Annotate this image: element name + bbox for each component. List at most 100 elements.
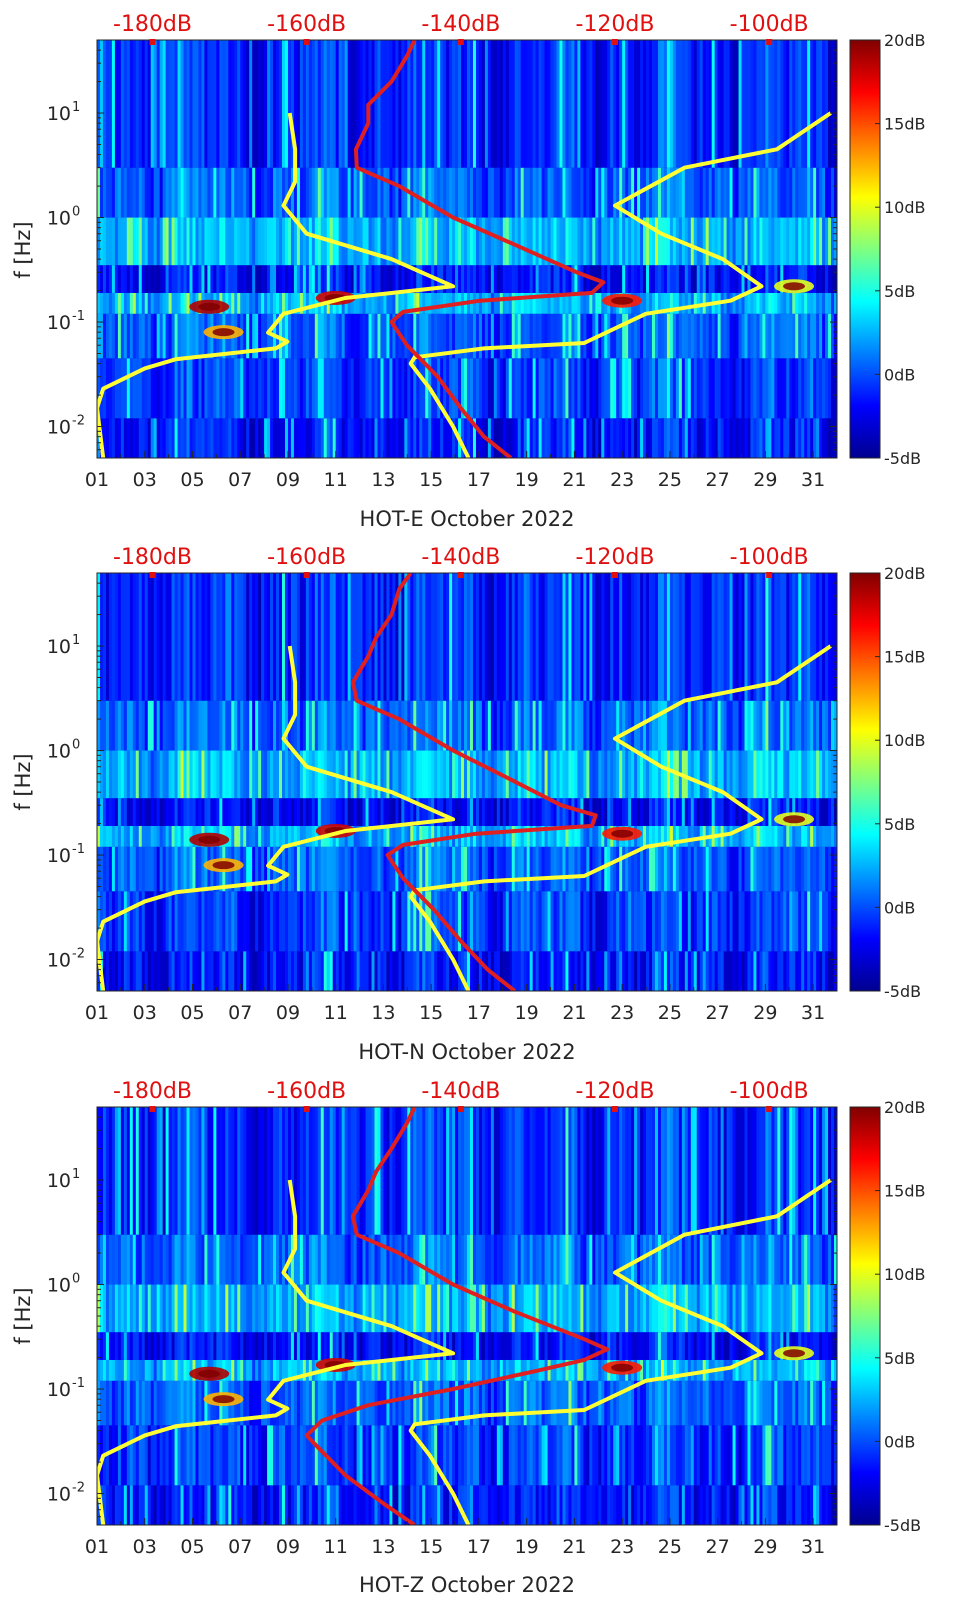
heatmap-cell — [798, 314, 801, 359]
heatmap-cell — [198, 891, 201, 951]
heatmap-cell — [288, 418, 291, 458]
heatmap-cell — [303, 358, 306, 418]
heatmap-cell — [643, 418, 646, 458]
heatmap-cell — [106, 826, 109, 847]
heatmap-cell — [270, 891, 273, 951]
heatmap-cell — [237, 891, 240, 951]
heatmap-cell — [715, 891, 718, 951]
heatmap-cell — [160, 1485, 163, 1525]
heatmap-cell — [357, 751, 360, 799]
heatmap-cell — [327, 314, 330, 359]
heatmap-cell — [279, 573, 282, 701]
heatmap-cell — [360, 314, 363, 359]
heatmap-cell — [195, 951, 198, 991]
heatmap-cell — [739, 847, 742, 892]
heatmap-cell — [464, 798, 467, 826]
heatmap-cell — [646, 573, 649, 701]
heatmap-cell — [649, 358, 652, 418]
heatmap-cell — [109, 1107, 112, 1235]
heatmap-cell — [604, 891, 607, 951]
heatmap-cell — [733, 951, 736, 991]
heatmap-cell — [190, 168, 193, 218]
heatmap-cell — [178, 218, 181, 266]
heatmap-cell — [739, 168, 742, 218]
top-axis-label: -180dB — [113, 545, 192, 570]
heatmap-cell — [500, 798, 503, 826]
heatmap-cell — [739, 218, 742, 266]
heatmap-cell — [768, 847, 771, 892]
heatmap-cell — [470, 40, 473, 168]
heatmap-cell — [616, 418, 619, 458]
heatmap-cell — [309, 826, 312, 847]
heatmap-cell — [160, 751, 163, 799]
heatmap-cell — [819, 218, 822, 266]
heatmap-cell — [649, 293, 652, 314]
heatmap-cell — [515, 798, 518, 826]
heatmap-cell — [375, 798, 378, 826]
heatmap-cell — [616, 798, 619, 826]
heatmap-cell — [446, 951, 449, 991]
heatmap-cell — [810, 218, 813, 266]
top-axis-tick — [304, 572, 310, 578]
heatmap-cell — [204, 265, 207, 293]
heatmap-cell — [222, 951, 225, 991]
heatmap-cell — [181, 1332, 184, 1360]
heatmap-cell — [446, 751, 449, 799]
heatmap-cell — [783, 891, 786, 951]
heatmap-cell — [491, 265, 494, 293]
heatmap-cell — [595, 798, 598, 826]
heatmap-cell — [130, 1381, 133, 1426]
heatmap-cell — [595, 358, 598, 418]
heatmap-cell — [204, 168, 207, 218]
heatmap-cell — [542, 891, 545, 951]
heatmap-cell — [395, 701, 398, 751]
heatmap-cell — [449, 701, 452, 751]
heatmap-cell — [565, 847, 568, 892]
heatmap-cell — [231, 358, 234, 418]
heatmap-cell — [234, 826, 237, 847]
heatmap-cell — [488, 218, 491, 266]
heatmap-cell — [655, 847, 658, 892]
heatmap-cell — [375, 218, 378, 266]
heatmap-cell — [694, 358, 697, 418]
heatmap-cell — [154, 951, 157, 991]
heatmap-cell — [336, 701, 339, 751]
heatmap-cell — [804, 358, 807, 418]
heatmap-cell — [655, 40, 658, 168]
heatmap-cell — [184, 358, 187, 418]
colorbar-tick-label: 10dB — [884, 731, 926, 750]
heatmap-cell — [589, 418, 592, 458]
heatmap-cell — [345, 40, 348, 168]
heatmap-cell — [222, 1485, 225, 1525]
heatmap-cell — [279, 951, 282, 991]
heatmap-cell — [727, 265, 730, 293]
heatmap-cell — [246, 418, 249, 458]
heatmap-cell — [419, 418, 422, 458]
heatmap-cell — [440, 751, 443, 799]
heatmap-cell — [148, 826, 151, 847]
heatmap-cell — [631, 701, 634, 751]
heatmap-cell — [798, 826, 801, 847]
heatmap-cell — [204, 1425, 207, 1485]
heatmap-cell — [166, 358, 169, 418]
heatmap-cell — [372, 314, 375, 359]
heatmap-cell — [831, 218, 834, 266]
heatmap-cell — [279, 218, 282, 266]
heatmap-cell — [240, 40, 243, 168]
heatmap-cell — [231, 40, 234, 168]
heatmap-cell — [536, 798, 539, 826]
heatmap-cell — [237, 1107, 240, 1235]
heatmap-cell — [273, 751, 276, 799]
heatmap-cell — [148, 573, 151, 701]
colorbar-gradient — [850, 573, 880, 991]
heatmap-cell — [145, 1485, 148, 1525]
heatmap-cell — [777, 951, 780, 991]
heatmap-cell — [195, 1332, 198, 1360]
heatmap-cell — [807, 168, 810, 218]
heatmap-cell — [237, 168, 240, 218]
heatmap-cell — [798, 293, 801, 314]
heatmap-cell — [219, 751, 222, 799]
heatmap-cell — [619, 265, 622, 293]
heatmap-cell — [312, 798, 315, 826]
heatmap-cell — [386, 891, 389, 951]
